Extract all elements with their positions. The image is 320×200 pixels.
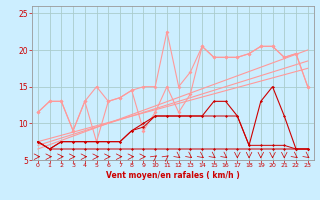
X-axis label: Vent moyen/en rafales ( km/h ): Vent moyen/en rafales ( km/h ) — [106, 171, 240, 180]
